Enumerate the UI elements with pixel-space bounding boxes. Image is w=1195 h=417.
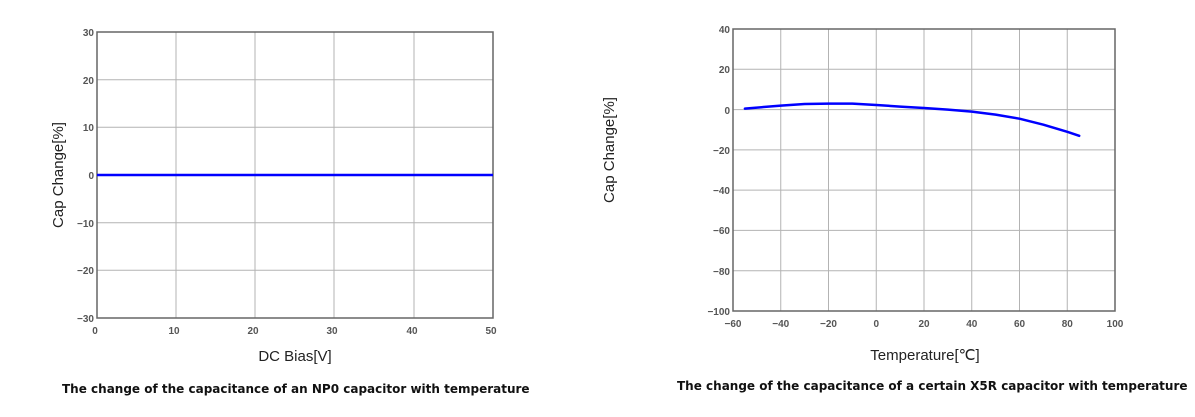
np0-xtick: 0 (92, 326, 98, 337)
x5r-chart: 40 20 0 −20 −40 −60 −80 −100 −60 −40 −20… (601, 25, 1124, 364)
np0-y-axis-title: Cap Change[%] (50, 122, 67, 228)
np0-xtick: 50 (485, 326, 497, 337)
np0-chart: 30 20 10 0 −10 −20 −30 0 10 20 30 40 50 … (50, 28, 497, 365)
np0-ytick: −20 (77, 266, 94, 277)
np0-xtick: 40 (406, 326, 418, 337)
x5r-xtick: −60 (725, 319, 742, 330)
np0-xtick: 20 (247, 326, 259, 337)
np0-ytick: 30 (83, 28, 95, 39)
x5r-xtick: 40 (966, 319, 978, 330)
x5r-xtick: 80 (1062, 319, 1074, 330)
x5r-ytick: 40 (719, 25, 731, 36)
np0-caption: The change of the capacitance of an NP0 … (62, 382, 530, 396)
x5r-ytick: −80 (713, 267, 730, 278)
np0-ytick: 20 (83, 76, 95, 87)
x5r-x-axis-title: Temperature[℃] (870, 347, 979, 364)
np0-ytick: 10 (83, 123, 95, 134)
x5r-xtick: 100 (1107, 319, 1124, 330)
x5r-caption: The change of the capacitance of a certa… (677, 379, 1188, 393)
x5r-plot-frame (732, 28, 1116, 312)
x5r-ytick: −40 (713, 186, 730, 197)
x5r-xtick: 0 (873, 319, 879, 330)
x5r-grid (733, 29, 1115, 311)
x5r-data-line (743, 102, 1081, 138)
x5r-xtick: 60 (1014, 319, 1026, 330)
np0-xtick: 30 (326, 326, 338, 337)
x5r-xtick: 20 (918, 319, 930, 330)
x5r-y-axis-title: Cap Change[%] (601, 97, 618, 203)
x5r-ytick: 20 (719, 65, 731, 76)
x5r-ytick: −100 (707, 307, 730, 318)
x5r-xtick: −40 (772, 319, 789, 330)
np0-ytick: 0 (88, 171, 94, 182)
x5r-ytick: −20 (713, 146, 730, 157)
np0-ytick: −10 (77, 219, 94, 230)
x5r-ytick: −60 (713, 226, 730, 237)
np0-xtick: 10 (168, 326, 180, 337)
x5r-ytick: 0 (724, 106, 730, 117)
np0-ytick: −30 (77, 314, 94, 325)
np0-x-axis-title: DC Bias[V] (258, 348, 331, 365)
x5r-xtick: −20 (820, 319, 837, 330)
